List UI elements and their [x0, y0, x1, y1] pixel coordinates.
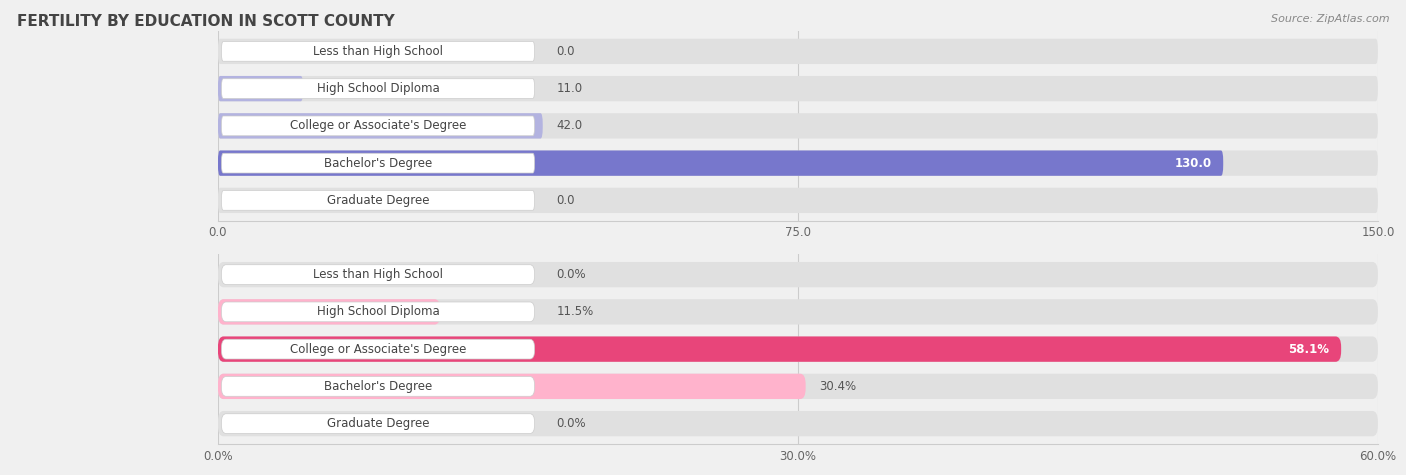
Text: Graduate Degree: Graduate Degree — [326, 417, 429, 430]
FancyBboxPatch shape — [218, 336, 1378, 362]
Text: 30.4%: 30.4% — [820, 380, 856, 393]
FancyBboxPatch shape — [218, 374, 806, 399]
Text: High School Diploma: High School Diploma — [316, 305, 440, 318]
FancyBboxPatch shape — [218, 299, 440, 324]
Text: College or Associate's Degree: College or Associate's Degree — [290, 119, 467, 133]
FancyBboxPatch shape — [218, 151, 1223, 176]
FancyBboxPatch shape — [221, 414, 534, 434]
FancyBboxPatch shape — [218, 188, 1378, 213]
Text: 0.0: 0.0 — [557, 45, 575, 58]
FancyBboxPatch shape — [218, 76, 1378, 101]
Text: Bachelor's Degree: Bachelor's Degree — [323, 157, 432, 170]
FancyBboxPatch shape — [218, 113, 543, 139]
Text: 11.0: 11.0 — [557, 82, 582, 95]
Text: 0.0%: 0.0% — [557, 417, 586, 430]
FancyBboxPatch shape — [218, 336, 1341, 362]
Text: 11.5%: 11.5% — [557, 305, 593, 318]
FancyBboxPatch shape — [218, 299, 1378, 324]
FancyBboxPatch shape — [221, 116, 534, 136]
Text: Less than High School: Less than High School — [314, 45, 443, 58]
FancyBboxPatch shape — [218, 38, 1378, 64]
Text: 58.1%: 58.1% — [1288, 342, 1330, 356]
Text: FERTILITY BY EDUCATION IN SCOTT COUNTY: FERTILITY BY EDUCATION IN SCOTT COUNTY — [17, 14, 395, 29]
FancyBboxPatch shape — [221, 265, 534, 285]
FancyBboxPatch shape — [218, 374, 1378, 399]
FancyBboxPatch shape — [218, 411, 1378, 437]
FancyBboxPatch shape — [221, 41, 534, 61]
FancyBboxPatch shape — [218, 76, 304, 101]
Text: Graduate Degree: Graduate Degree — [326, 194, 429, 207]
FancyBboxPatch shape — [218, 113, 1378, 139]
FancyBboxPatch shape — [221, 302, 534, 322]
Text: College or Associate's Degree: College or Associate's Degree — [290, 342, 467, 356]
Text: 130.0: 130.0 — [1174, 157, 1212, 170]
Text: Source: ZipAtlas.com: Source: ZipAtlas.com — [1271, 14, 1389, 24]
Text: Less than High School: Less than High School — [314, 268, 443, 281]
FancyBboxPatch shape — [221, 153, 534, 173]
Text: High School Diploma: High School Diploma — [316, 82, 440, 95]
Text: Bachelor's Degree: Bachelor's Degree — [323, 380, 432, 393]
FancyBboxPatch shape — [218, 151, 1378, 176]
Text: 0.0: 0.0 — [557, 194, 575, 207]
FancyBboxPatch shape — [221, 377, 534, 396]
Text: 0.0%: 0.0% — [557, 268, 586, 281]
FancyBboxPatch shape — [221, 339, 534, 359]
FancyBboxPatch shape — [221, 79, 534, 98]
FancyBboxPatch shape — [221, 190, 534, 210]
FancyBboxPatch shape — [218, 262, 1378, 287]
Text: 42.0: 42.0 — [557, 119, 582, 133]
